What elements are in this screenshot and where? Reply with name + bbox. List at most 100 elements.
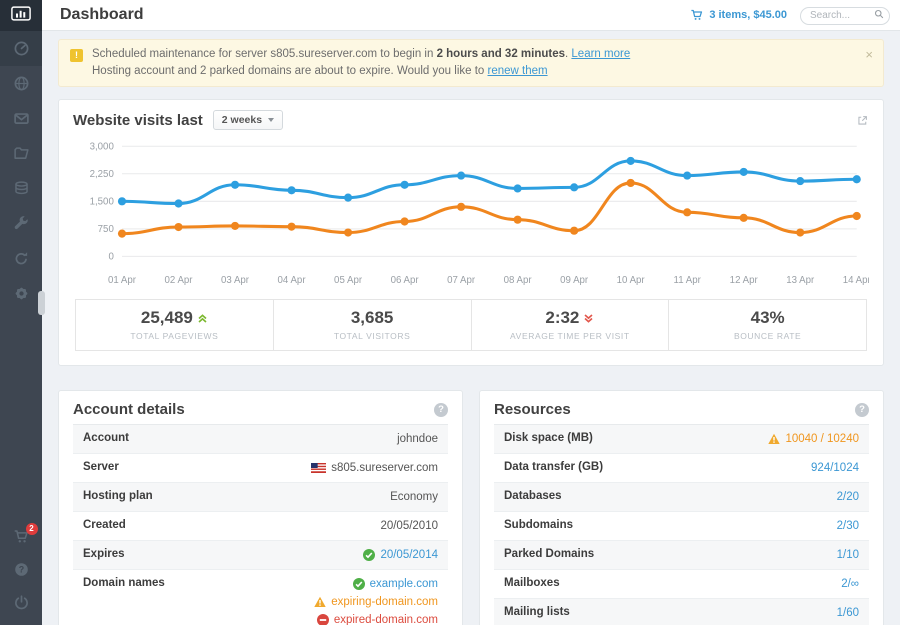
svg-text:08 Apr: 08 Apr [504,275,533,286]
help-icon[interactable]: ? [855,403,869,417]
folder-icon [13,145,30,162]
learn-more-link[interactable]: Learn more [571,48,630,60]
row-value[interactable]: 2/∞ [841,575,859,593]
power-icon [13,594,30,611]
help-icon[interactable]: ? [434,403,448,417]
row-label: Mailboxes [504,575,560,589]
sidebar-item-refresh[interactable] [0,241,42,276]
close-icon[interactable]: × [865,46,873,63]
sidebar-item-database[interactable] [0,171,42,206]
minus-circle-icon [317,614,329,625]
row-value-text: 1/60 [837,607,859,619]
stat-label: BOUNCE RATE [669,331,866,341]
database-icon [13,180,30,197]
row-value-text: 20/05/2010 [380,520,438,532]
chart-card-header: Website visits last 2 weeks [73,110,869,130]
sidebar-item-globe[interactable] [0,66,42,101]
row-values: 1/60 [837,604,859,622]
account-details-card: Account details ? Accountjohndoe Server s8… [58,390,463,625]
svg-text:11 Apr: 11 Apr [674,275,702,286]
table-row: Accountjohndoe [73,425,448,454]
search-box [800,5,890,25]
svg-text:13 Apr: 13 Apr [786,275,815,286]
row-value-text: 2/20 [837,491,859,503]
sidebar: 2? [0,0,42,625]
account-details-header: Account details ? [73,401,448,418]
row-label: Domain names [83,575,165,589]
svg-text:05 Apr: 05 Apr [334,275,363,286]
table-row: Created20/05/2010 [73,512,448,541]
stat-value: 25,489 [141,308,193,328]
row-values: 2/∞ [841,575,859,593]
header-right: 3 items, $45.00 [690,5,890,25]
resources-title: Resources [494,401,571,418]
row-value[interactable]: 2/30 [837,517,859,535]
renew-them-link[interactable]: renew them [488,65,548,77]
row-value-text: 20/05/2014 [380,549,438,561]
warning-triangle-icon [314,596,326,608]
row-values: 1/10 [837,546,859,564]
row-value[interactable]: 924/1024 [811,459,859,477]
row-label: Parked Domains [504,546,594,560]
row-value[interactable]: 2/20 [837,488,859,506]
row-value-text: 1/10 [837,549,859,561]
sidebar-item-gauge[interactable] [0,31,42,66]
sidebar-item-mail[interactable] [0,101,42,136]
table-row: Expires20/05/2014 [73,541,448,570]
svg-text:06 Apr: 06 Apr [391,275,420,286]
alert-line-1: Scheduled maintenance for server s805.su… [92,46,853,63]
alert-text: Scheduled maintenance for server s805.su… [92,48,437,60]
sidebar-item-power[interactable] [0,586,42,619]
sidebar-collapse-handle[interactable] [38,291,45,315]
search-icon[interactable] [874,9,884,19]
stat-bounce-rate: 43%BOUNCE RATE [668,300,866,350]
row-value[interactable]: 1/60 [837,604,859,622]
alert-bold-text: 2 hours and 32 minutes [437,48,565,60]
range-dropdown[interactable]: 2 weeks [213,110,283,130]
row-values: Economy [390,488,438,506]
row-values: 20/05/2014 [363,546,438,564]
chevron-down-icon [268,118,274,122]
row-label: Subdomains [504,517,573,531]
row-value: Economy [390,488,438,506]
table-row: Data transfer (GB)924/1024 [494,454,869,483]
sidebar-item-folder[interactable] [0,136,42,171]
stat-value: 2:32 [545,308,579,328]
cart-badge: 2 [26,523,38,535]
bar-chart-logo-icon [11,6,31,26]
row-value-text: example.com [370,578,438,590]
resources-header: Resources ? [494,401,869,418]
sidebar-item-wrench[interactable] [0,206,42,241]
website-visits-card: Website visits last 2 weeks 07501,5002,2… [58,99,884,366]
sidebar-item-cart[interactable]: 2 [0,520,42,553]
row-value-text: Economy [390,491,438,503]
svg-text:10 Apr: 10 Apr [617,275,646,286]
sidebar-bottom: 2? [0,520,42,625]
table-row: Subdomains 2/30 [494,512,869,541]
account-details-title: Account details [73,401,185,418]
row-value: expired-domain.com [314,611,438,625]
row-value[interactable]: 1/10 [837,546,859,564]
sidebar-item-help[interactable]: ? [0,553,42,586]
sidebar-item-gear[interactable] [0,276,42,311]
flag-us-icon [311,463,326,473]
table-row: Hosting planEconomy [73,483,448,512]
expand-icon[interactable] [856,114,869,127]
trend-down-icon [583,313,594,324]
refresh-icon [13,250,30,267]
row-label: Server [83,459,119,473]
svg-text:04 Apr: 04 Apr [278,275,307,286]
row-values: s805.sureserver.com [311,459,438,477]
svg-text:03 Apr: 03 Apr [221,275,250,286]
check-circle-icon [363,549,375,561]
row-value[interactable]: example.com [314,575,438,593]
row-value[interactable]: 20/05/2014 [363,546,438,564]
table-row: Server s805.sureserver.com [73,454,448,483]
svg-text:3,000: 3,000 [90,141,115,152]
table-row: Parked Domains 1/10 [494,541,869,570]
stat-total-pageviews: 25,489TOTAL PAGEVIEWS [76,300,273,350]
stat-average-time-per-visit: 2:32AVERAGE TIME PER VISIT [471,300,669,350]
svg-text:0: 0 [108,251,114,262]
logo[interactable] [0,0,42,31]
cart-button[interactable]: 3 items, $45.00 [690,8,787,22]
